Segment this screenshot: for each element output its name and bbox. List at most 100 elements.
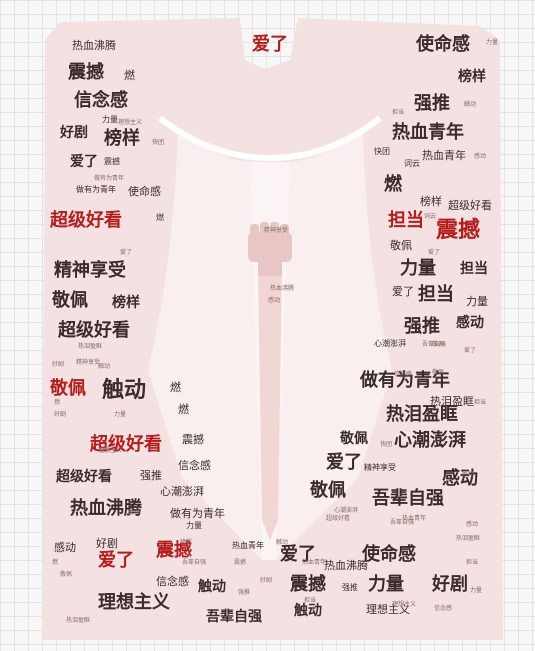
cloud-word: 震撼 xyxy=(182,433,204,446)
cloud-word: 触动 xyxy=(98,363,111,370)
cloud-word: 心潮澎湃 xyxy=(160,485,204,498)
cloud-word: 心潮澎湃 xyxy=(374,339,406,348)
cloud-word: 爱了 xyxy=(392,285,414,298)
cloud-word: 好剧 xyxy=(54,411,67,418)
cloud-word: 热泪盈眶 xyxy=(430,395,474,408)
cloud-word: 热血沸腾 xyxy=(70,498,142,519)
cloud-word: 燃 xyxy=(52,559,59,566)
cloud-word: 震撼 xyxy=(104,157,120,166)
cloud-word: 敬佩 xyxy=(390,239,412,252)
cloud-word: 信念感 xyxy=(156,575,189,588)
cloud-word: 担当 xyxy=(460,261,488,277)
cloud-word: 爱了 xyxy=(120,249,133,256)
cloud-word: 力量 xyxy=(400,258,436,279)
cloud-word: 燃 xyxy=(124,69,135,82)
cloud-word: 敬佩 xyxy=(60,571,73,578)
cloud-word: 做有为青年 xyxy=(76,185,116,194)
cloud-word: 快团 xyxy=(380,441,393,448)
cloud-word: 担当 xyxy=(474,399,487,406)
cloud-word: 燃 xyxy=(384,174,402,195)
cloud-word: 触动 xyxy=(198,579,226,595)
cloud-word: 榜样 xyxy=(180,539,193,546)
cloud-word: 快团 xyxy=(152,139,165,146)
cloud-word: 强推 xyxy=(414,93,450,114)
cloud-word: 力量 xyxy=(486,39,499,46)
cloud-word: 担当 xyxy=(304,597,317,604)
cloud-word: 信念感 xyxy=(434,605,453,612)
cloud-word: 力量 xyxy=(470,587,483,594)
cloud-word: 敬佩 xyxy=(52,290,88,311)
lapel-left xyxy=(148,130,262,560)
cloud-word: 榜样 xyxy=(104,128,140,149)
cloud-word: 敬佩 xyxy=(432,341,445,348)
cloud-word: 热血青年 xyxy=(422,149,466,162)
cloud-word: 心潮澎湃 xyxy=(394,430,466,451)
cloud-word: 热血沸腾 xyxy=(324,559,368,572)
cloud-word: 敬佩 xyxy=(50,378,86,399)
raised-fist-icon xyxy=(248,222,292,276)
cloud-word: 吾辈自强 xyxy=(390,519,415,526)
cloud-word: 触动 xyxy=(102,378,147,403)
cloud-word: 感动 xyxy=(128,509,141,516)
cloud-word: 理想主义 xyxy=(366,603,410,616)
cloud-word: 燃 xyxy=(156,213,164,222)
cloud-word: 震撼 xyxy=(436,218,481,243)
cloud-word: 理想主义 xyxy=(118,119,143,126)
cloud-word: 感动 xyxy=(54,541,76,554)
collar-curve xyxy=(158,115,382,162)
cloud-word: 震撼 xyxy=(290,574,326,595)
cloud-word: 热泪盈眶 xyxy=(456,535,481,542)
cloud-word: 敬佩 xyxy=(310,480,346,501)
cloud-word: 吾辈自强 xyxy=(422,341,447,348)
cloud-word: 热血青年 xyxy=(302,559,327,566)
cloud-word: 词云 xyxy=(424,213,437,220)
cloud-word: 超级好看 xyxy=(326,515,351,522)
cloud-word: 吾辈自强 xyxy=(206,609,262,625)
cloud-word: 震撼 xyxy=(156,540,192,561)
cloud-word: 快团 xyxy=(374,147,390,156)
cloud-word: 理想主义 xyxy=(98,592,170,613)
cloud-word: 爱了 xyxy=(464,347,477,354)
cloud-word: 热泪盈眶 xyxy=(66,617,91,624)
cloud-word: 力量 xyxy=(186,521,202,530)
cloud-word: 感动 xyxy=(442,468,478,489)
cloud-word: 震撼 xyxy=(68,62,104,83)
cloud-word: 信念感 xyxy=(394,371,413,378)
cloud-word: 强推 xyxy=(404,316,440,337)
cloud-word: 信念感 xyxy=(74,90,128,111)
cloud-word: 超级好看 xyxy=(58,320,130,341)
cloud-word: 爱了 xyxy=(70,154,98,170)
cloud-word: 精神享受 xyxy=(76,359,101,366)
cloud-word: 热血青年 xyxy=(392,122,464,143)
cloud-word: 强推 xyxy=(140,469,162,482)
cloud-word: 感动 xyxy=(456,315,484,331)
cloud-word: 理想主义 xyxy=(392,601,417,608)
cloud-word: 燃 xyxy=(170,381,181,394)
cloud-word: 好剧 xyxy=(260,577,273,584)
cloud-word: 感动 xyxy=(474,153,487,160)
cloud-word: 使命感 xyxy=(416,34,470,55)
cloud-word: 爱了 xyxy=(428,249,441,256)
cloud-word: 热泪盈眶 xyxy=(78,343,103,350)
cloud-word: 敬佩 xyxy=(432,369,445,376)
cloud-word: 使命感 xyxy=(362,544,416,565)
cloud-word: 触动 xyxy=(294,603,322,619)
cloud-word: 好剧 xyxy=(96,537,118,550)
cloud-word: 好剧 xyxy=(432,574,468,595)
cloud-word: 使命感 xyxy=(128,185,161,198)
cloud-word: 好剧 xyxy=(60,125,88,141)
cloud-word: 担当 xyxy=(418,284,454,305)
cloud-word: 敬佩 xyxy=(340,431,368,447)
cloud-word: 感动 xyxy=(466,521,479,528)
cloud-word: 心潮澎湃 xyxy=(334,507,359,514)
cloud-word: 感动 xyxy=(462,471,475,478)
cloud-word: 爱了 xyxy=(280,544,316,565)
cloud-word: 榜样 xyxy=(112,295,140,311)
cloud-word: 超级好看 xyxy=(50,210,122,231)
cloud-word: 榜样 xyxy=(458,69,486,85)
cloud-word: 燃 xyxy=(54,399,61,406)
cloud-word: 超级好看 xyxy=(90,434,162,455)
cloud-word: 超级好看 xyxy=(56,469,112,485)
cloud-word: 热血青年 xyxy=(232,541,264,550)
